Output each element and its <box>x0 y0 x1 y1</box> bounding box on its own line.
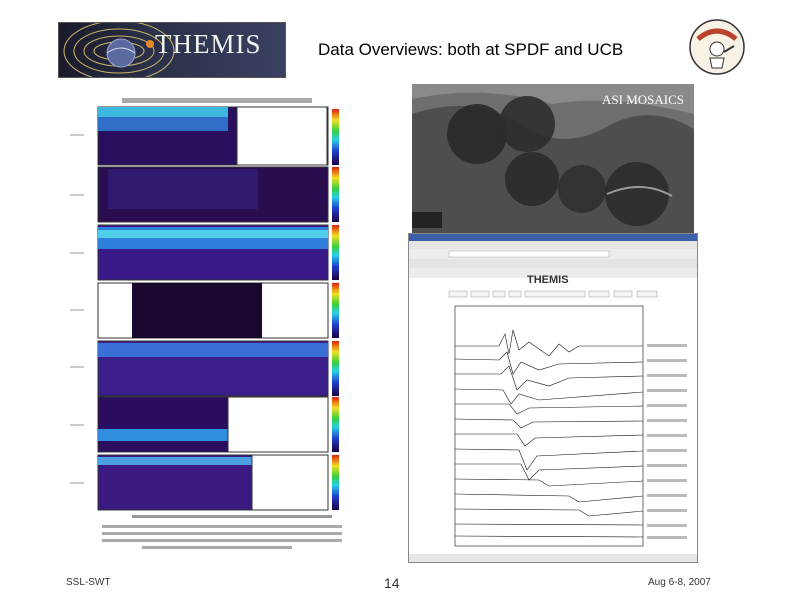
asi-mosaic-image: ASI MOSAICS <box>412 84 694 234</box>
mosaic-label: ASI MOSAICS <box>602 92 684 107</box>
slide-title: Data Overviews: both at SPDF and UCB <box>318 40 624 59</box>
summary-plot-image <box>62 95 382 565</box>
spectrogram-panels <box>97 106 329 511</box>
colorbars <box>332 109 339 510</box>
footer-date: Aug 6-8, 2007 <box>648 577 711 588</box>
page-number: 14 <box>384 575 400 591</box>
footer-left: SSL-SWT <box>66 577 111 588</box>
browser-screenshot: THEMIS <box>408 233 698 563</box>
themis-banner: THEMIS <box>58 22 286 78</box>
banner-text: THEMIS <box>155 29 262 59</box>
browser-logo-text: THEMIS <box>527 274 569 286</box>
mascot-icon <box>689 19 745 75</box>
themis-logo-icon <box>63 23 175 77</box>
